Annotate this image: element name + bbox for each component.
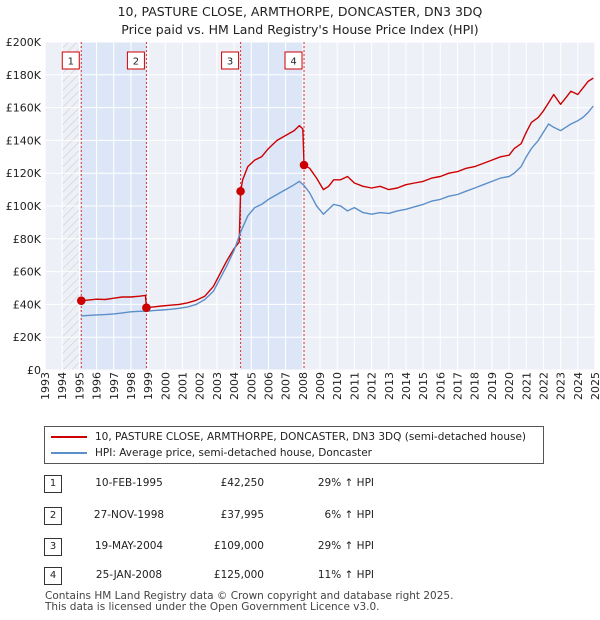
sale-date: 25-JAN-2008 [95, 569, 163, 581]
x-tick-label: 2022 [537, 372, 550, 400]
y-tick-label: £0 [27, 364, 41, 377]
sale-price: £109,000 [213, 540, 264, 552]
x-tick-label: 1993 [39, 372, 52, 400]
hpi-line [81, 105, 594, 317]
x-tick-label: 2017 [452, 372, 465, 400]
sale-label-text: 2 [133, 57, 139, 68]
y-tick-label: £160K [6, 102, 42, 115]
x-tick-label: 2009 [314, 372, 327, 400]
x-tick-label: 2012 [366, 372, 379, 400]
price-chart: 1 2 3 4 £0 £20K £40K £60K £80K £100K £120K £140K £16… [6, 36, 600, 400]
sale-label-box [221, 51, 240, 70]
y-tick-label: £180K [6, 69, 42, 82]
legend-label-property: 10, PASTURE CLOSE, ARMTHORPE, DONCASTER,… [95, 431, 527, 443]
sale-row: 3 19-MAY-2004 £109,000 29% ↑ HPI [44, 538, 544, 556]
sale-point [142, 303, 151, 312]
x-tick-label: 2023 [555, 372, 568, 400]
x-tick-label: 1995 [73, 372, 86, 400]
x-tick-label: 2003 [211, 372, 224, 400]
sale-date: 19-MAY-2004 [94, 540, 164, 552]
property-price-line [81, 77, 594, 309]
sale-hpi-change: 29% ↑ HPI [317, 477, 374, 489]
x-tick-label: 2011 [348, 372, 361, 400]
chart-subtitle: Price paid vs. HM Land Registry's House … [121, 22, 479, 37]
sale-price: £42,250 [220, 477, 264, 489]
sale-label-box [61, 51, 80, 70]
y-tick-label: £60K [13, 266, 42, 279]
sale-point [76, 296, 86, 306]
chart-title: 10, PASTURE CLOSE, ARMTHORPE, DONCASTER,… [117, 4, 483, 19]
sale-point [236, 186, 245, 196]
x-tick-label: 2014 [400, 372, 413, 400]
sale-marker-label: 4 [44, 567, 62, 585]
x-tick-label: 2002 [194, 372, 207, 400]
footer-licence: This data is licensed under the Open Gov… [45, 601, 380, 613]
x-tick-label: 1994 [56, 372, 69, 400]
x-tick-label: 2000 [159, 372, 172, 400]
sale-marker-label: 1 [44, 475, 62, 493]
legend-label-hpi: HPI: Average price, semi-detached house,… [95, 447, 372, 459]
x-tick-label: 2001 [177, 372, 190, 400]
x-tick-label: 2018 [469, 372, 482, 400]
sale-point [299, 160, 309, 170]
legend-swatch-property [51, 436, 87, 438]
sale-hpi-change: 6% ↑ HPI [324, 509, 374, 521]
sale-price: £37,995 [220, 509, 264, 521]
x-tick-label: 2025 [589, 372, 600, 400]
legend: 10, PASTURE CLOSE, ARMTHORPE, DONCASTER,… [44, 426, 544, 464]
sale-price: £125,000 [213, 569, 264, 581]
sale-label-text: 3 [227, 57, 233, 68]
sale-label-box [126, 51, 145, 70]
sale-date: 27-NOV-1998 [93, 509, 165, 521]
sale-row: 4 25-JAN-2008 £125,000 11% ↑ HPI [44, 567, 544, 585]
y-tick-label: £100K [6, 200, 42, 213]
y-tick-label: £40K [13, 298, 42, 311]
sale-label-box [284, 51, 303, 70]
footer-copyright: Contains HM Land Registry data © Crown c… [45, 590, 454, 602]
sale-date: 10-FEB-1995 [95, 477, 163, 489]
x-tick-label: 2015 [417, 372, 430, 400]
x-tick-label: 1997 [108, 372, 121, 400]
y-tick-label: £200K [6, 36, 42, 49]
sale-marker-label: 2 [44, 507, 62, 525]
y-tick-label: £20K [13, 331, 42, 344]
x-tick-label: 2019 [486, 372, 499, 400]
sale-label-text: 1 [68, 57, 74, 68]
y-tick-label: £80K [13, 233, 42, 246]
x-tick-label: 1998 [125, 372, 138, 400]
x-tick-label: 2024 [572, 372, 585, 400]
sale-hpi-change: 11% ↑ HPI [317, 569, 374, 581]
sale-label-text: 4 [290, 57, 296, 68]
x-tick-label: 2005 [245, 372, 258, 400]
x-tick-label: 2020 [503, 372, 516, 400]
x-tick-label: 2008 [297, 372, 310, 400]
x-tick-label: 2016 [434, 372, 447, 400]
sale-row: 2 27-NOV-1998 £37,995 6% ↑ HPI [44, 507, 544, 525]
legend-swatch-hpi [51, 452, 87, 454]
x-tick-label: 1996 [91, 372, 104, 400]
x-tick-label: 2007 [280, 372, 293, 400]
sale-row: 1 10-FEB-1995 £42,250 29% ↑ HPI [44, 475, 544, 493]
x-tick-label: 2013 [383, 372, 396, 400]
y-tick-label: £140K [6, 134, 42, 147]
y-tick-label: £120K [6, 167, 42, 180]
x-tick-label: 2006 [262, 372, 275, 400]
sale-marker-label: 3 [44, 538, 62, 556]
x-tick-label: 2004 [228, 372, 241, 400]
x-tick-label: 1999 [142, 372, 155, 400]
x-tick-label: 2010 [331, 372, 344, 400]
x-tick-label: 2021 [520, 372, 533, 400]
sale-hpi-change: 29% ↑ HPI [317, 540, 374, 552]
